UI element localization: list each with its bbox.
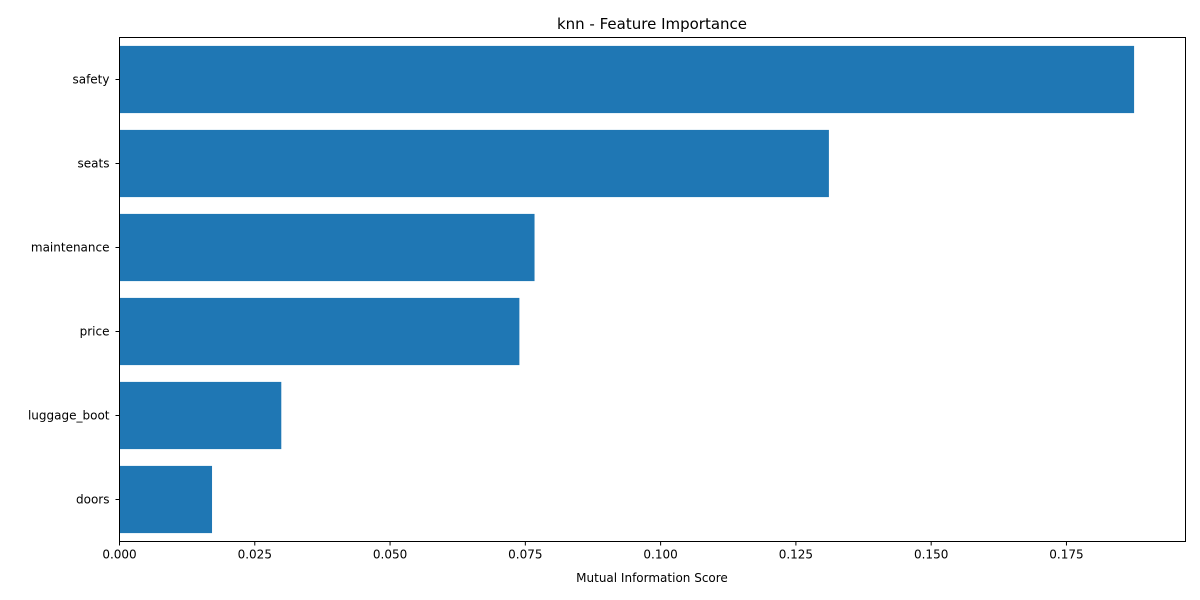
x-tick-label: 0.050 xyxy=(373,548,407,562)
plot-frame xyxy=(119,37,1186,542)
bar-price xyxy=(119,297,520,366)
x-tick-label: 0.150 xyxy=(914,548,948,562)
x-tick-label: 0.025 xyxy=(238,548,272,562)
bar-maintenance xyxy=(119,213,535,282)
bars-group xyxy=(119,45,1135,534)
bar-doors xyxy=(119,465,213,534)
ticks-group: safety seats maintenance price luggage_bootd… xyxy=(28,73,1084,562)
x-tick-label: 0.075 xyxy=(508,548,542,562)
y-tick-label: price xyxy=(80,325,110,339)
y-tick-label: safety xyxy=(72,73,109,87)
y-tick-label: maintenance xyxy=(31,241,110,255)
x-tick-label: 0.175 xyxy=(1049,548,1083,562)
x-tick-label: 0.000 xyxy=(102,548,136,562)
y-tick-label: luggage_boot xyxy=(28,409,110,423)
x-axis-label: Mutual Information Score xyxy=(576,571,728,585)
y-tick-label: doors xyxy=(76,493,110,507)
x-tick-label: 0.125 xyxy=(779,548,813,562)
bar-safety xyxy=(119,45,1135,114)
bar-seats xyxy=(119,129,829,198)
chart-title: knn - Feature Importance xyxy=(557,15,747,33)
bar-luggage-boot xyxy=(119,381,282,450)
x-tick-label: 0.100 xyxy=(643,548,677,562)
y-tick-label: seats xyxy=(78,157,110,171)
